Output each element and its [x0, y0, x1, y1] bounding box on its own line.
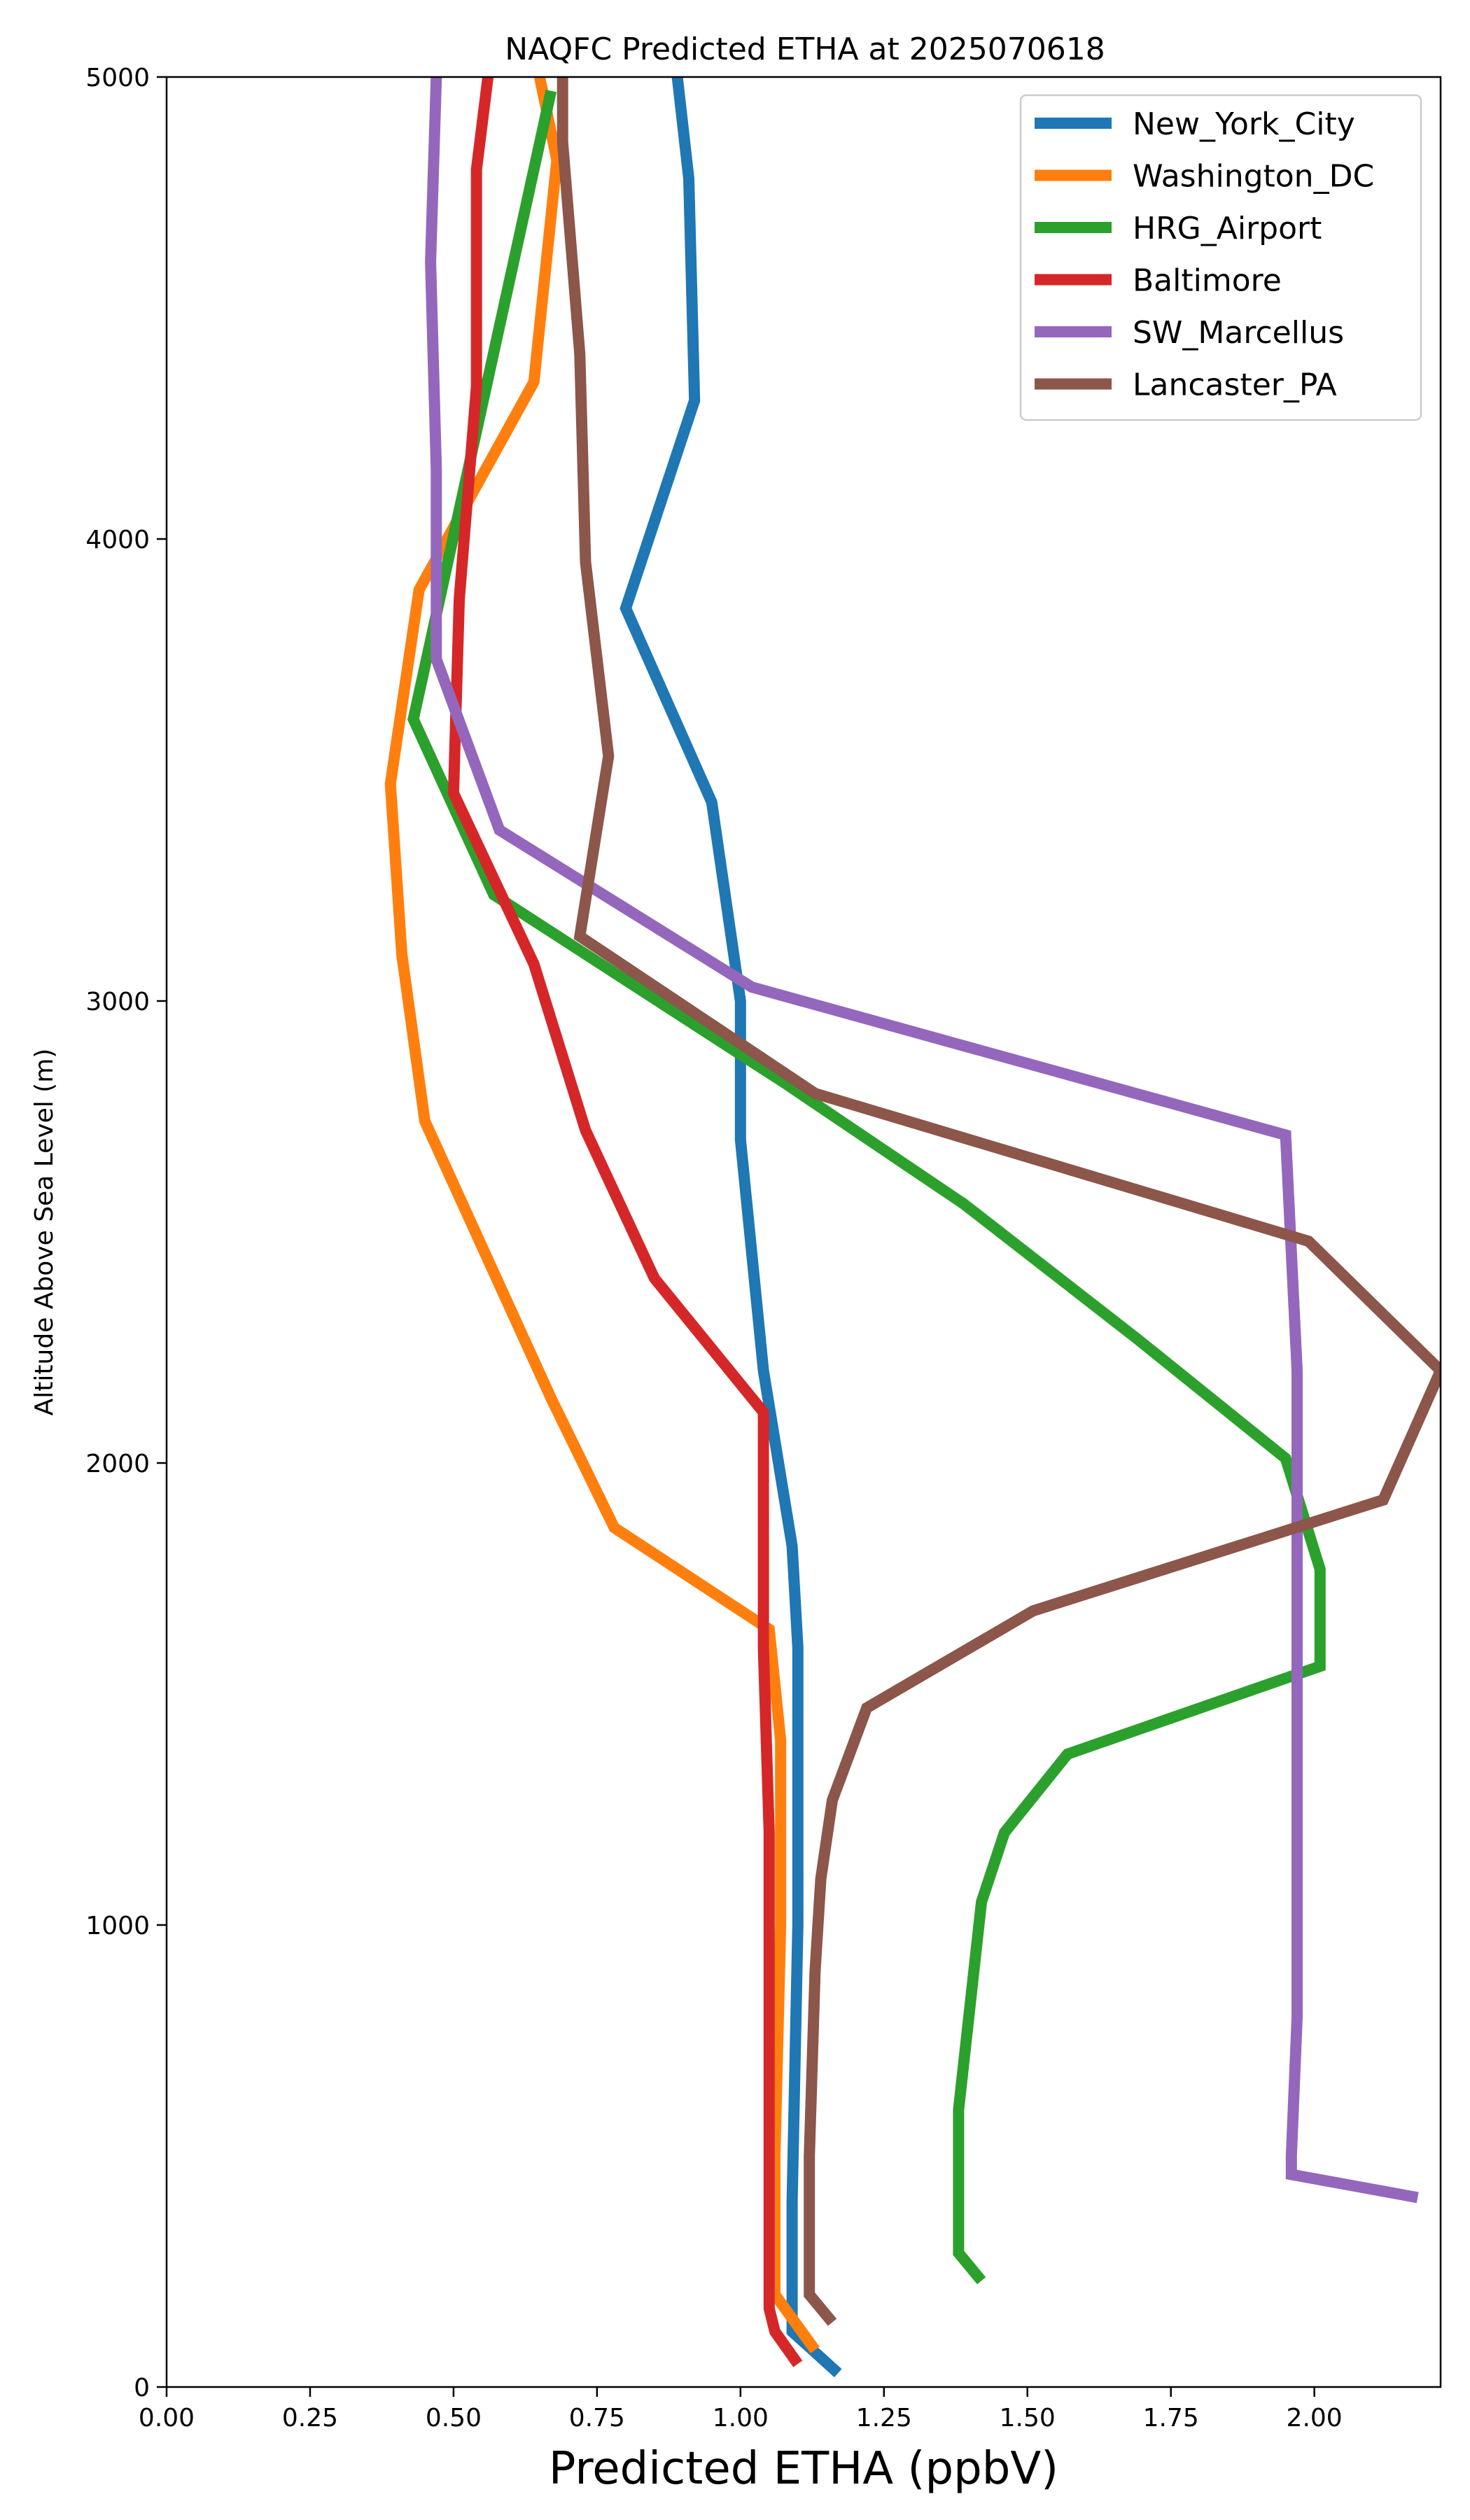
y-tick-label: 0: [134, 2374, 150, 2402]
y-tick-label: 4000: [85, 526, 150, 554]
x-tick-label: 2.00: [1287, 2404, 1343, 2432]
x-tick-label: 0.50: [426, 2404, 482, 2432]
x-tick-label: 0.25: [282, 2404, 338, 2432]
x-tick-label: 0.75: [569, 2404, 625, 2432]
legend-label-new-york-city: New_York_City: [1133, 106, 1355, 142]
x-axis: 0.00 0.25 0.50 0.75 1.00 1.25 1.50 1.75 2.00: [139, 2387, 1343, 2432]
y-axis: 0 1000 2000 3000 4000 5000: [85, 64, 167, 2402]
series-line-hrg-airport: [407, 90, 1326, 2285]
series-line-baltimore: [447, 77, 803, 2367]
series-line-new-york-city: [620, 77, 842, 2378]
y-tick-label: 1000: [85, 1912, 150, 1940]
series-line-washington-dc: [384, 77, 820, 2353]
legend-label-sw-marcellus: SW_Marcellus: [1133, 315, 1344, 351]
y-tick-label: 3000: [85, 988, 150, 1016]
legend-frame: [1019, 94, 1422, 421]
y-tick-label: 2000: [85, 1450, 150, 1478]
legend-label-washington-dc: Washington_DC: [1133, 159, 1374, 195]
legend-label-lancaster-pa: Lancaster_PA: [1133, 368, 1337, 403]
legend: New_York_City Washington_DC HRG_Airport Bal…: [1019, 94, 1422, 421]
legend-label-hrg-airport: HRG_Airport: [1133, 211, 1322, 246]
plot-area: [165, 76, 1442, 2388]
legend-items: New_York_City Washington_DC HRG_Airport Bal…: [1035, 106, 1374, 403]
series-line-sw-marcellus: [425, 77, 1419, 2204]
x-tick-label: 1.75: [1143, 2404, 1199, 2432]
legend-label-baltimore: Baltimore: [1133, 263, 1282, 299]
x-tick-label: 1.00: [713, 2404, 769, 2432]
x-tick-label: 0.00: [139, 2404, 195, 2432]
x-axis-label: Predicted ETHA (ppbV): [549, 2443, 1058, 2495]
x-tick-label: 1.50: [1000, 2404, 1056, 2432]
series-line-lancaster-pa: [556, 77, 1441, 2326]
plot-frame: [165, 76, 1442, 2388]
y-axis-label: Altitude Above Sea Level (m): [30, 1049, 59, 1416]
x-tick-label: 1.25: [856, 2404, 912, 2432]
y-tick-label: 5000: [85, 64, 150, 92]
series-layer: [384, 77, 1441, 2378]
chart-title: NAQFC Predicted ETHA at 2025070618: [505, 31, 1105, 67]
